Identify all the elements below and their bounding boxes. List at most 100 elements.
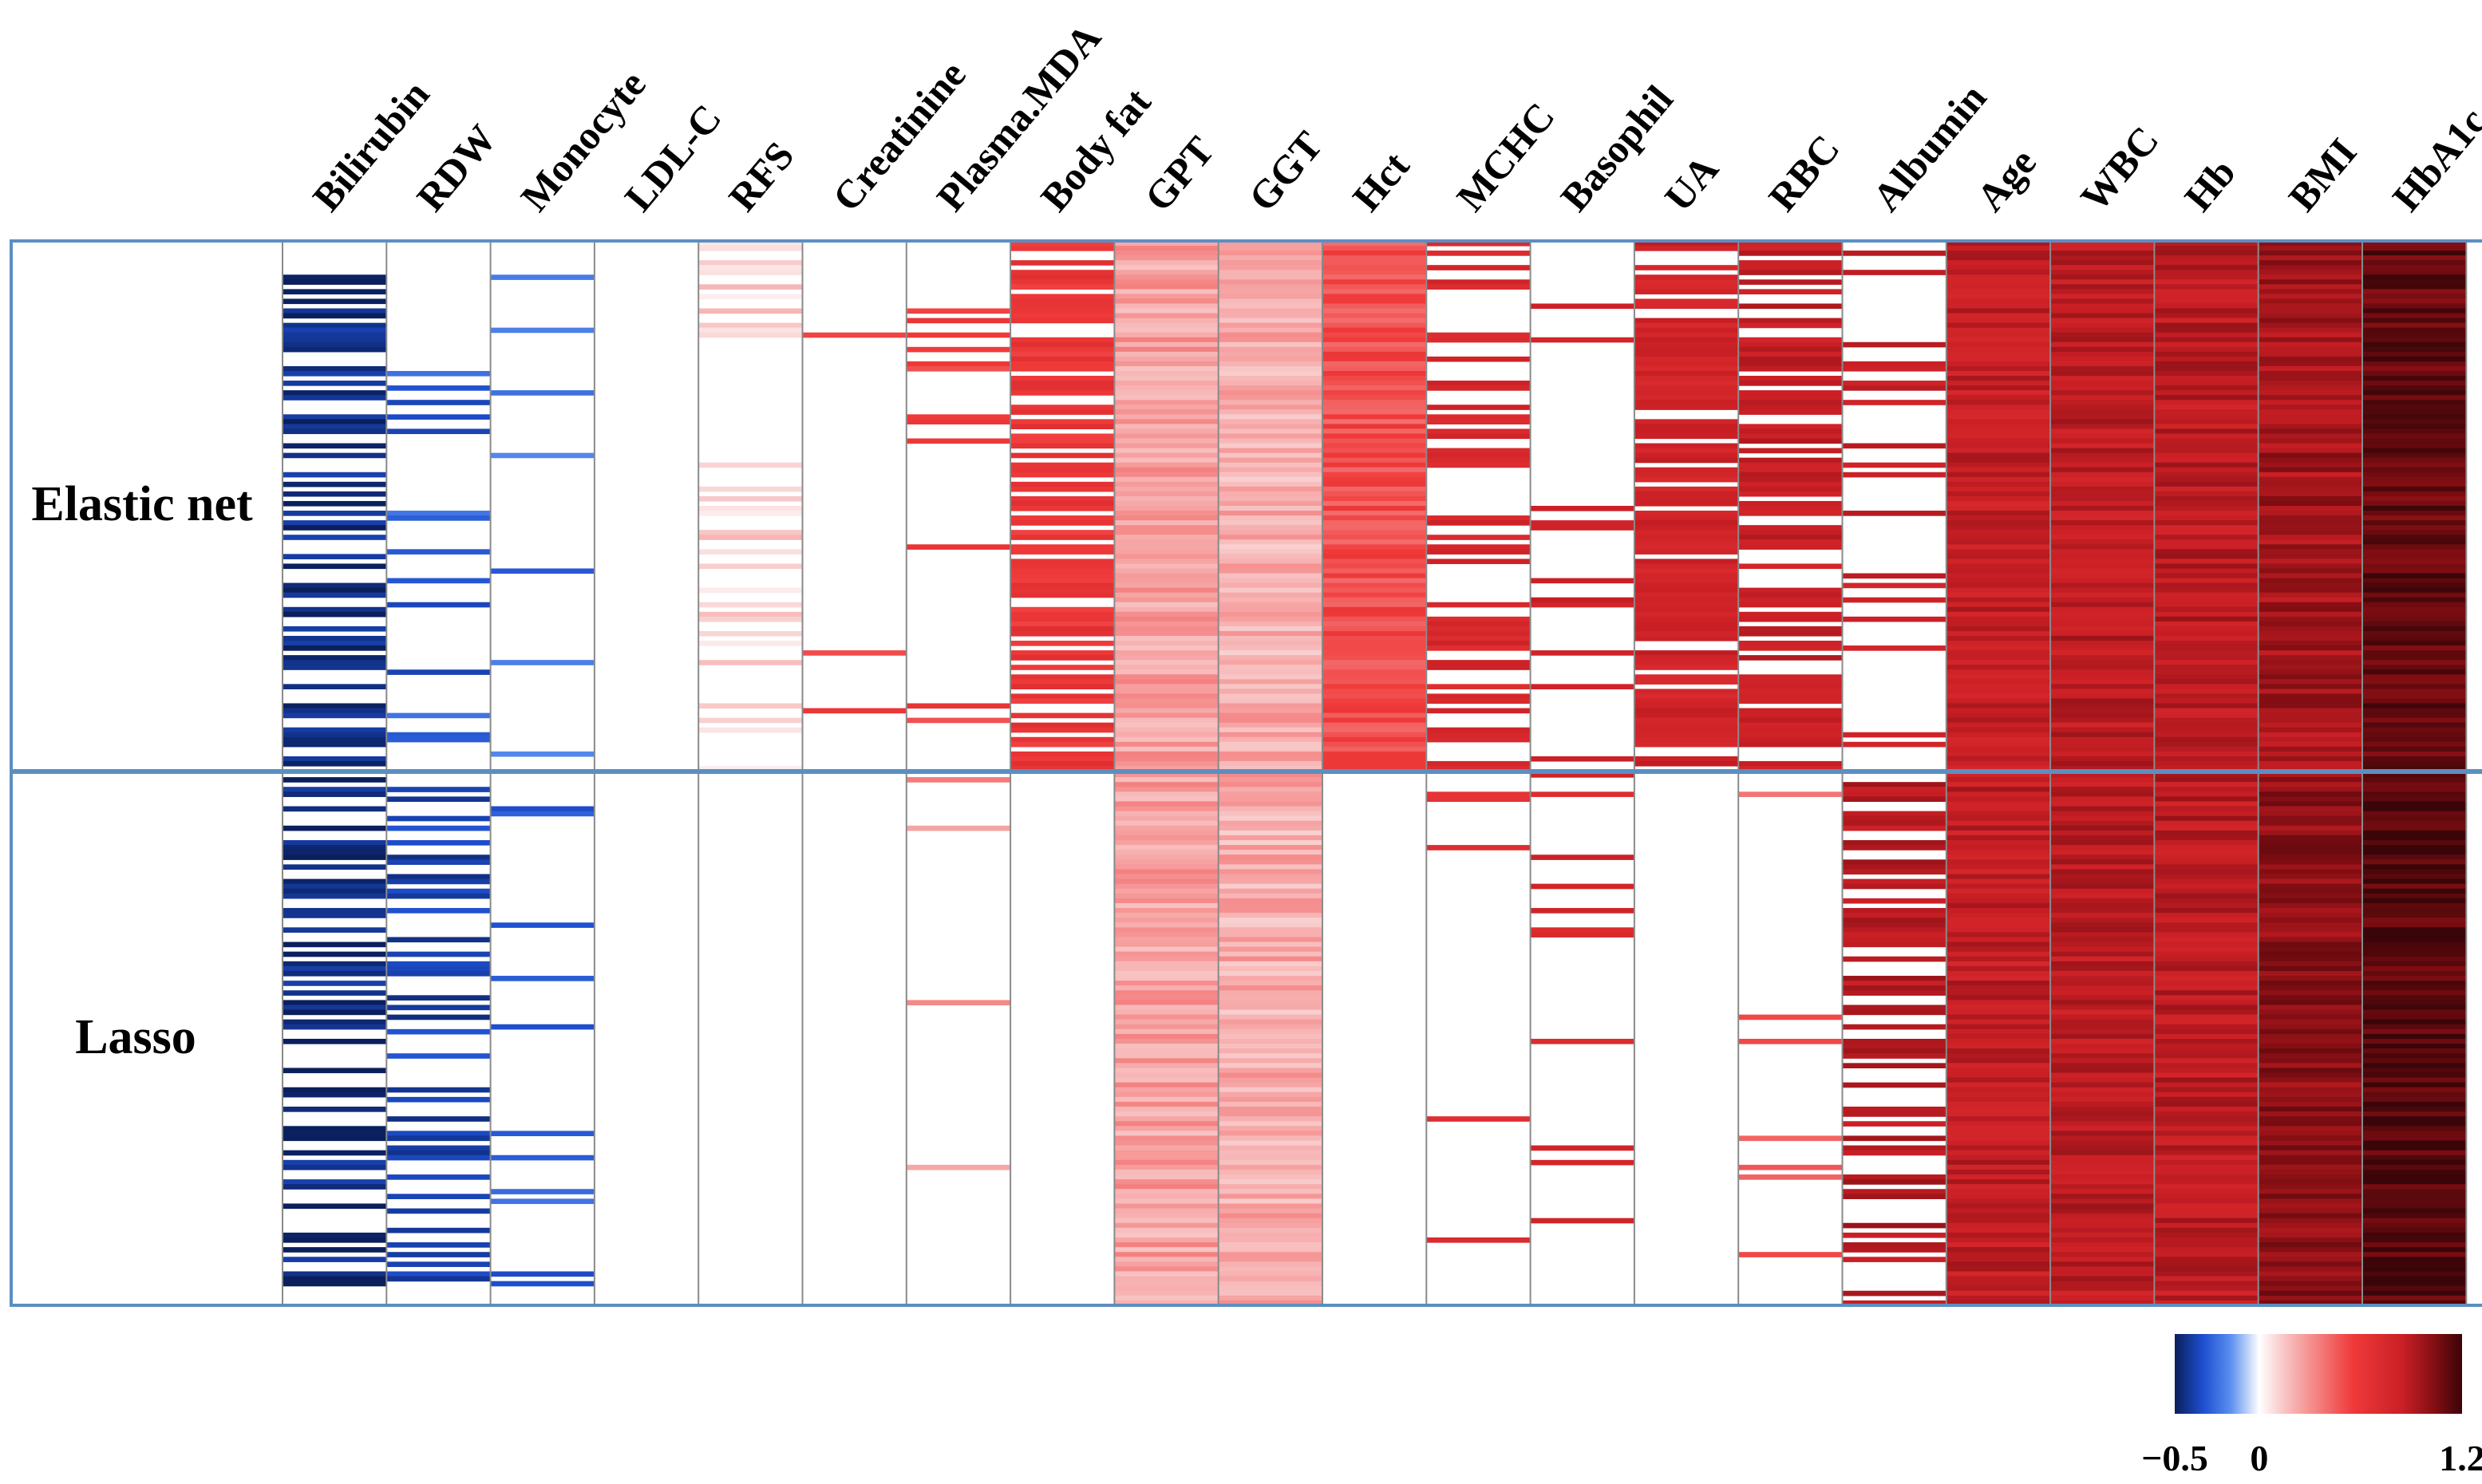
cell-stripe xyxy=(1010,424,1115,430)
cell-stripe xyxy=(2258,554,2362,559)
cell-stripe xyxy=(1842,869,1946,875)
cell-stripe xyxy=(1010,260,1115,266)
cell-stripe xyxy=(2050,1213,2155,1219)
cell-stripe xyxy=(2258,981,2362,986)
cell-stripe xyxy=(1322,727,1427,733)
cell-stripe xyxy=(2258,1290,2362,1297)
cell-stripe xyxy=(1634,578,1739,584)
cell-stripe xyxy=(2154,669,2259,675)
cell-stripe xyxy=(1010,385,1115,391)
cell-stripe xyxy=(2258,1218,2362,1224)
cell-stripe xyxy=(2154,645,2259,651)
cell-stripe xyxy=(2362,1208,2467,1214)
cell-stripe xyxy=(1114,976,1219,981)
cell-stripe xyxy=(1218,409,1322,415)
cell-stripe xyxy=(1946,1087,2051,1093)
cell-stripe xyxy=(2362,918,2467,923)
cell-stripe xyxy=(2050,414,2155,420)
cell-stripe xyxy=(1322,515,1427,521)
cell-stripe xyxy=(2050,365,2155,372)
cell-stripe xyxy=(2154,621,2259,627)
cell-stripe xyxy=(1218,898,1322,904)
cell-stripe xyxy=(2258,1058,2362,1064)
cell-stripe xyxy=(2050,1033,2155,1040)
cell-stripe xyxy=(2362,270,2467,275)
cell-stripe xyxy=(2362,241,2467,247)
cell-stripe xyxy=(2258,448,2362,454)
cell-stripe xyxy=(1738,708,1843,714)
cell-stripe xyxy=(2258,298,2362,305)
cell-stripe xyxy=(2154,1028,2259,1035)
cell-stripe xyxy=(1842,782,1946,787)
cell-stripe xyxy=(1322,592,1427,598)
cell-stripe xyxy=(1114,251,1219,256)
cell-stripe xyxy=(2154,322,2259,329)
cell-stripe xyxy=(1218,782,1322,787)
cell-stripe xyxy=(1114,414,1219,420)
cell-stripe xyxy=(1218,1087,1322,1093)
cell-column-lasso-monocyte xyxy=(490,806,595,1287)
cell-stripe xyxy=(1114,294,1219,300)
cell-stripe xyxy=(2362,284,2467,290)
cell-stripe xyxy=(2258,500,2362,507)
cell-stripe xyxy=(1946,472,2051,478)
cell-stripe xyxy=(2154,327,2259,334)
cell-stripe xyxy=(2154,727,2259,733)
cell-stripe xyxy=(1738,381,1843,386)
variable-label-wbc: WBC xyxy=(2072,118,2168,220)
cell-stripe xyxy=(2362,1189,2467,1194)
cell-stripe xyxy=(1738,337,1843,343)
cell-stripe xyxy=(1946,772,2051,778)
cell-stripe xyxy=(2154,1227,2259,1233)
cell-stripe xyxy=(1114,1203,1219,1210)
cell-stripe xyxy=(2050,448,2155,454)
cell-stripe xyxy=(1010,318,1115,324)
cell-stripe xyxy=(1114,616,1219,622)
cell-stripe xyxy=(283,908,387,914)
cell-stripe xyxy=(2050,703,2155,709)
cell-stripe xyxy=(283,1257,387,1262)
cell-stripe xyxy=(2154,1004,2259,1011)
cell-stripe xyxy=(1114,578,1219,584)
cell-stripe xyxy=(698,270,803,275)
cell-stripe xyxy=(2362,869,2467,875)
cell-stripe xyxy=(2258,1213,2362,1219)
cell-stripe xyxy=(1426,544,1531,550)
cell-stripe xyxy=(1322,346,1427,353)
cell-stripe xyxy=(1738,279,1843,285)
cell-stripe xyxy=(2154,708,2259,714)
cell-stripe xyxy=(2050,428,2155,435)
cell-stripe xyxy=(1426,602,1531,608)
cell-stripe xyxy=(1114,1135,1219,1142)
cell-stripe xyxy=(2258,472,2362,478)
cell-stripe xyxy=(283,1019,387,1025)
cell-stripe xyxy=(1010,587,1115,594)
cell-stripe xyxy=(2154,765,2259,772)
cell-stripe xyxy=(1946,883,2051,890)
cell-stripe xyxy=(1114,835,1219,841)
cell-stripe xyxy=(906,308,1011,314)
cell-stripe xyxy=(2362,438,2467,444)
cell-stripe xyxy=(2154,476,2259,483)
cell-stripe xyxy=(2362,874,2467,880)
cell-stripe xyxy=(1946,597,2051,603)
cell-stripe xyxy=(2050,246,2155,251)
cell-stripe xyxy=(2362,941,2467,948)
cell-stripe xyxy=(283,655,387,661)
cell-stripe xyxy=(2154,922,2259,928)
cell-stripe xyxy=(1010,419,1115,424)
cell-stripe xyxy=(386,370,491,377)
cell-stripe xyxy=(1946,1033,2051,1040)
cell-stripe xyxy=(283,341,387,348)
cell-stripe xyxy=(2258,1189,2362,1194)
cell-stripe xyxy=(2362,419,2467,424)
cell-stripe xyxy=(2154,381,2259,386)
cell-stripe xyxy=(1946,1184,2051,1190)
cell-stripe xyxy=(1218,874,1322,880)
cell-stripe xyxy=(2362,424,2467,430)
cell-stripe xyxy=(1322,568,1427,574)
cell-stripe xyxy=(1114,1261,1219,1268)
cell-stripe xyxy=(1218,854,1322,860)
cell-stripe xyxy=(2362,327,2467,334)
cell-stripe xyxy=(2050,850,2155,855)
